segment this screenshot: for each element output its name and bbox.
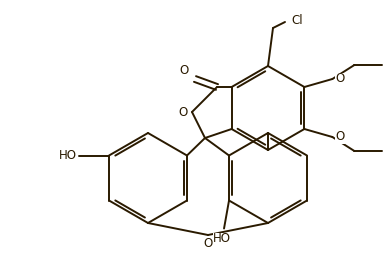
- Text: O: O: [180, 64, 189, 77]
- Text: O: O: [335, 131, 345, 143]
- Text: HO: HO: [213, 233, 231, 245]
- Text: Cl: Cl: [291, 13, 303, 27]
- Text: O: O: [335, 73, 345, 85]
- Text: HO: HO: [59, 149, 77, 162]
- Text: O: O: [179, 106, 188, 118]
- Text: O: O: [203, 237, 213, 250]
